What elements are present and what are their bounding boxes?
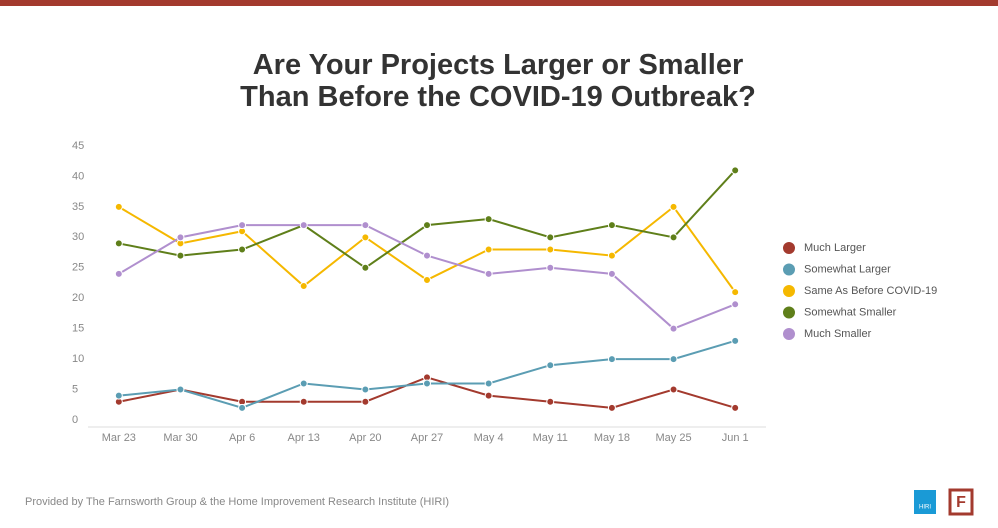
legend-marker <box>783 242 795 254</box>
data-point <box>731 166 740 175</box>
data-point <box>361 397 370 406</box>
x-tick-label: Apr 6 <box>229 432 255 444</box>
data-point <box>669 233 678 242</box>
data-point <box>114 239 123 248</box>
data-point <box>299 397 308 406</box>
farnsworth-logo-text: F <box>956 494 966 511</box>
footer: Provided by The Farnsworth Group & the H… <box>25 496 449 508</box>
x-tick-label: May 4 <box>474 432 504 444</box>
data-point <box>299 379 308 388</box>
x-tick-label: Apr 13 <box>288 432 320 444</box>
data-point <box>546 263 555 272</box>
data-point <box>669 385 678 394</box>
y-tick-label: 45 <box>72 140 84 152</box>
data-point <box>669 324 678 333</box>
data-point <box>299 282 308 291</box>
data-point <box>484 379 493 388</box>
data-point <box>361 221 370 230</box>
data-point <box>607 403 616 412</box>
data-point <box>299 221 308 230</box>
data-point <box>423 251 431 260</box>
data-point <box>238 245 247 254</box>
data-point <box>361 263 370 272</box>
hiri-logo-text: HIRI <box>919 505 931 511</box>
data-point <box>546 397 555 406</box>
legend-label: Somewhat Smaller <box>804 306 897 318</box>
hiri-logo <box>914 490 936 514</box>
data-point <box>361 385 370 394</box>
data-point <box>176 233 185 242</box>
data-point <box>176 385 185 394</box>
data-point <box>484 269 493 278</box>
data-point <box>669 355 678 364</box>
x-tick-label: Apr 20 <box>349 432 381 444</box>
x-tick-label: Apr 27 <box>411 432 443 444</box>
y-tick-label: 35 <box>72 201 84 213</box>
y-tick-label: 5 <box>72 383 78 395</box>
legend-marker <box>783 328 795 340</box>
y-tick-label: 0 <box>72 414 78 426</box>
data-point <box>484 391 493 400</box>
data-point <box>238 221 247 230</box>
data-point <box>176 251 185 260</box>
data-point <box>607 251 616 260</box>
y-tick-label: 15 <box>72 323 84 335</box>
data-point <box>731 300 740 309</box>
data-point <box>484 245 493 254</box>
legend-marker <box>783 306 795 319</box>
y-tick-label: 30 <box>72 231 84 243</box>
data-point <box>114 202 123 211</box>
data-point <box>114 391 123 400</box>
x-tick-label: Mar 23 <box>102 432 136 444</box>
data-point <box>546 245 555 254</box>
chart-title: Are Your Projects Larger or Smaller Than … <box>240 49 756 113</box>
farnsworth-logo <box>948 488 974 516</box>
legend-marker <box>783 285 795 297</box>
legend-label: Much Smaller <box>804 328 872 340</box>
y-tick-label: 10 <box>72 353 84 365</box>
y-tick-label: 20 <box>72 292 84 304</box>
data-point <box>546 233 555 242</box>
data-point <box>361 233 370 242</box>
data-point <box>669 202 678 211</box>
data-point <box>423 379 431 388</box>
legend-label: Much Larger <box>804 242 866 254</box>
top-bar <box>0 0 998 6</box>
data-point <box>607 221 616 230</box>
x-tick-label: May 18 <box>594 432 630 444</box>
data-point <box>731 288 740 297</box>
legend-label: Same As Before COVID-19 <box>804 285 937 297</box>
data-point <box>731 403 740 412</box>
x-tick-label: May 11 <box>533 432 568 444</box>
data-point <box>423 221 431 230</box>
y-tick-label: 25 <box>72 262 84 274</box>
data-point <box>607 269 616 278</box>
legend-marker <box>783 263 795 276</box>
data-point <box>484 215 493 224</box>
data-point <box>423 275 431 284</box>
data-point <box>114 269 123 278</box>
data-point <box>607 355 616 364</box>
data-point <box>546 361 555 370</box>
y-tick-label: 40 <box>72 170 84 182</box>
data-point <box>238 403 247 412</box>
x-tick-label: Mar 30 <box>163 432 197 444</box>
legend-label: Somewhat Larger <box>804 263 891 275</box>
data-point <box>731 336 740 345</box>
x-tick-label: May 25 <box>656 432 692 444</box>
x-tick-label: Jun 1 <box>722 432 749 444</box>
